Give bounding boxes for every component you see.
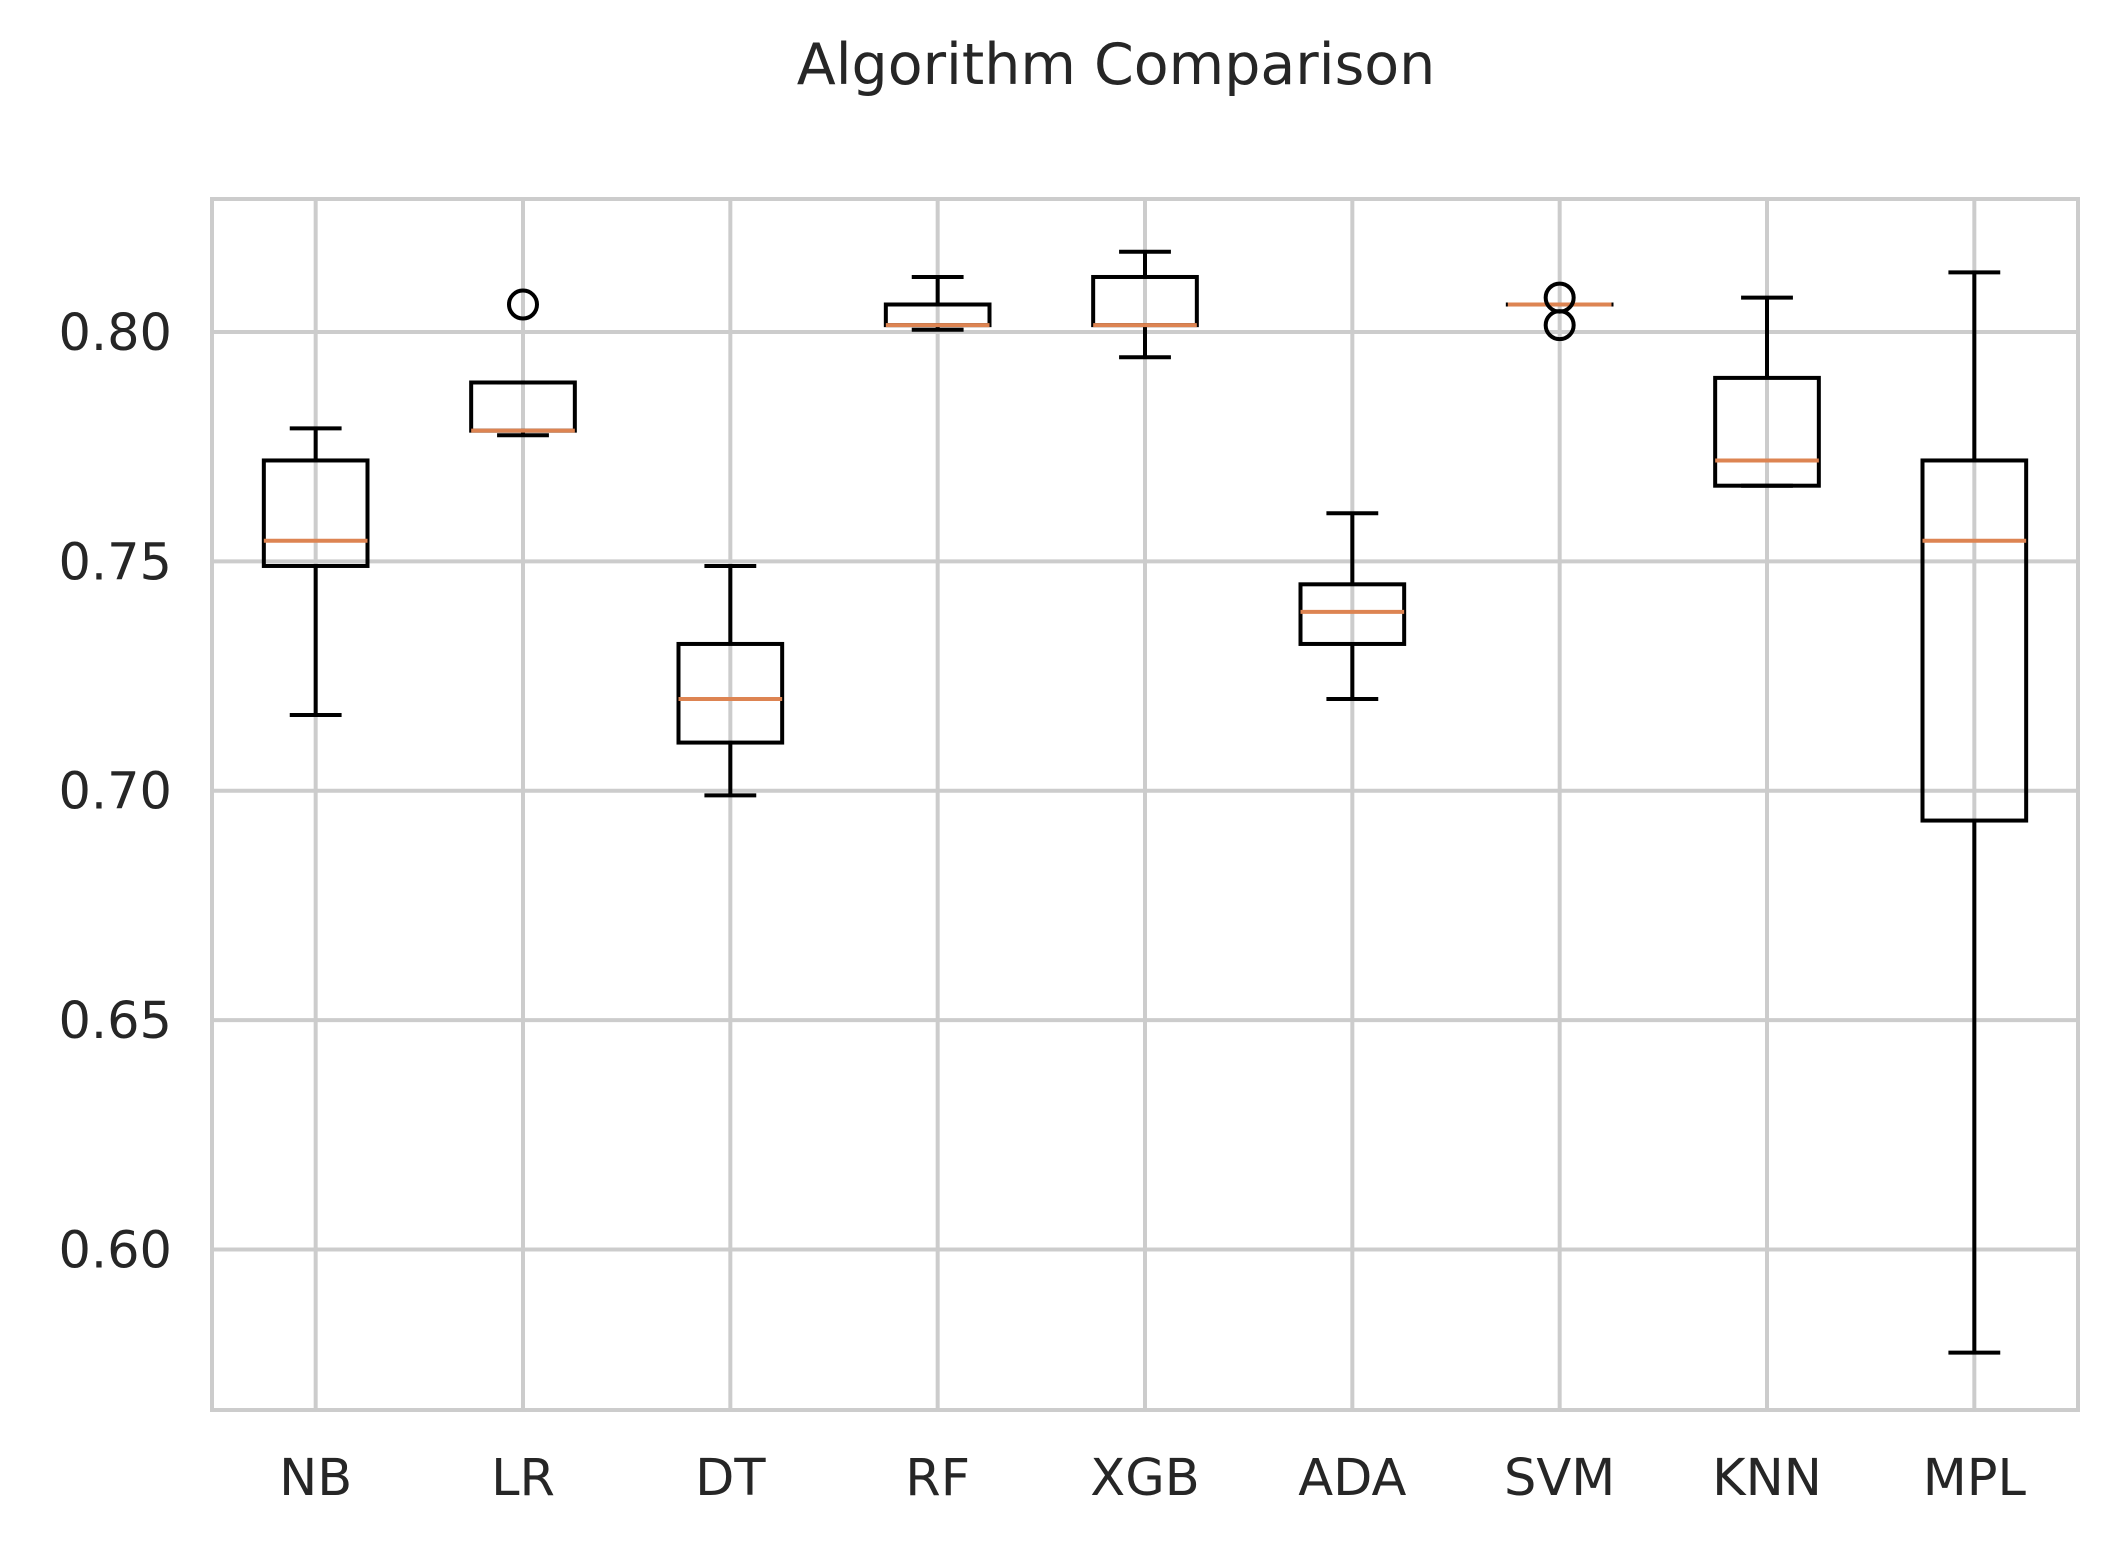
box-mpl bbox=[1920, 270, 2029, 1355]
box-dt bbox=[676, 563, 785, 798]
x-tick-label: KNN bbox=[1712, 1449, 1822, 1508]
box-knn bbox=[1713, 295, 1821, 488]
box-iqr bbox=[1713, 375, 1821, 488]
y-tick-label: 0.65 bbox=[58, 992, 172, 1051]
box-iqr bbox=[1920, 458, 2029, 823]
x-tick-label: SVM bbox=[1504, 1449, 1615, 1508]
x-tick-label: LR bbox=[491, 1449, 555, 1508]
x-tick-label: RF bbox=[905, 1449, 970, 1508]
box-iqr bbox=[1298, 582, 1407, 646]
y-tick-label: 0.80 bbox=[58, 304, 172, 363]
box-iqr bbox=[676, 641, 785, 745]
box-lr bbox=[469, 288, 577, 438]
chart-title: Algorithm Comparison bbox=[797, 32, 1436, 98]
y-tick-label: 0.60 bbox=[58, 1221, 172, 1280]
box-xgb bbox=[1091, 249, 1199, 360]
outlier-point bbox=[507, 288, 539, 321]
box-ada bbox=[1298, 511, 1407, 701]
x-tick-label: ADA bbox=[1298, 1449, 1406, 1508]
y-tick-label: 0.70 bbox=[58, 763, 172, 822]
y-tick-label: 0.75 bbox=[58, 533, 172, 592]
boxes bbox=[261, 249, 2029, 1355]
x-tick-label: MPL bbox=[1923, 1449, 2027, 1508]
x-tick-label: NB bbox=[279, 1449, 352, 1508]
box-nb bbox=[261, 426, 370, 718]
x-tick-label: DT bbox=[695, 1449, 766, 1508]
plot-frame bbox=[210, 197, 2080, 1412]
box-svm bbox=[1505, 281, 1614, 342]
box-iqr bbox=[261, 458, 370, 568]
outlier-point bbox=[1543, 309, 1576, 342]
box-rf bbox=[883, 274, 992, 332]
tick-labels: 0.60 0.65 0.70 0.75 0.80 NB LR DT RF XGB ADA SVM KNN… bbox=[58, 304, 2026, 1508]
x-tick-label: XGB bbox=[1090, 1449, 1199, 1508]
